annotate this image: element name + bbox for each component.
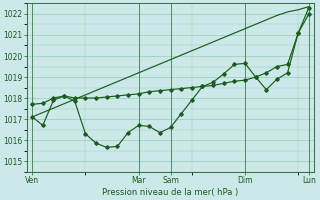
X-axis label: Pression niveau de la mer( hPa ): Pression niveau de la mer( hPa ): [102, 188, 239, 197]
